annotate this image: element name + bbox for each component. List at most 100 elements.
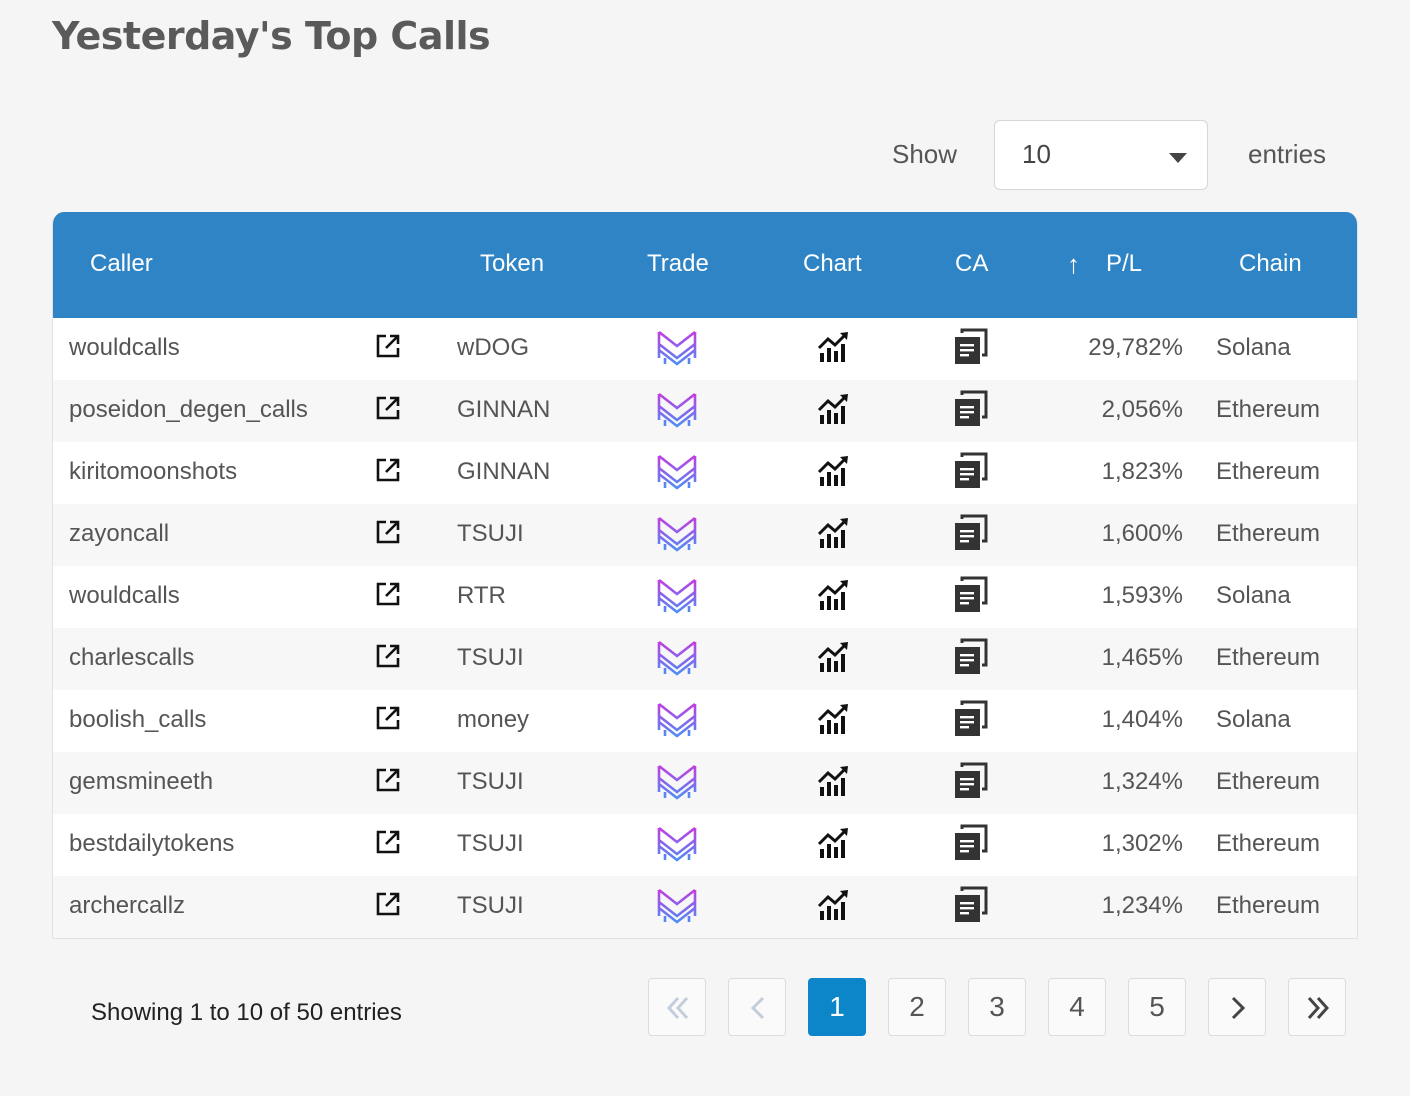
- previous-page-button[interactable]: [728, 978, 786, 1036]
- chain-name: Ethereum: [1216, 768, 1321, 795]
- caller-name[interactable]: archercallz: [69, 892, 186, 919]
- token-symbol: RTR: [457, 582, 506, 609]
- trade-logo-icon[interactable]: [657, 514, 697, 559]
- external-link-icon[interactable]: [375, 581, 401, 607]
- copy-icon[interactable]: [953, 514, 989, 559]
- external-link-icon[interactable]: [375, 891, 401, 917]
- caller-name[interactable]: wouldcalls: [69, 582, 180, 609]
- trade-logo-icon[interactable]: [657, 886, 697, 931]
- trade-logo-icon[interactable]: [657, 824, 697, 869]
- chart-trend-icon[interactable]: [817, 702, 851, 743]
- chart-trend-icon[interactable]: [817, 454, 851, 495]
- trade-logo-icon[interactable]: [657, 700, 697, 745]
- chain-name: Ethereum: [1216, 520, 1321, 547]
- chart-trend-icon[interactable]: [817, 640, 851, 681]
- copy-icon[interactable]: [953, 762, 989, 807]
- copy-icon[interactable]: [953, 824, 989, 869]
- next-page-button[interactable]: [1208, 978, 1266, 1036]
- double-chevron-left-icon: [666, 996, 689, 1020]
- external-link-icon[interactable]: [375, 643, 401, 669]
- table-header: Caller Token Trade Chart CA ↑ P/L Chain: [53, 212, 1357, 318]
- header-ca: CA: [955, 250, 989, 277]
- header-chart: Chart: [803, 250, 862, 277]
- chain-name: Solana: [1216, 334, 1291, 361]
- entries-select[interactable]: 10: [994, 120, 1208, 190]
- chart-trend-icon[interactable]: [817, 826, 851, 867]
- external-link-icon[interactable]: [375, 457, 401, 483]
- double-chevron-right-icon: [1307, 996, 1330, 1020]
- calls-table: Caller Token Trade Chart CA ↑ P/L Chain …: [52, 212, 1358, 939]
- last-page-button[interactable]: [1288, 978, 1346, 1036]
- table-row: poseidon_degen_calls GINNAN 2,0: [53, 380, 1357, 442]
- header-token[interactable]: Token: [480, 250, 545, 277]
- chain-name: Solana: [1216, 706, 1291, 733]
- caller-name[interactable]: poseidon_degen_calls: [69, 396, 308, 423]
- caller-name[interactable]: zayoncall: [69, 520, 170, 547]
- copy-icon[interactable]: [953, 638, 989, 683]
- copy-icon[interactable]: [953, 700, 989, 745]
- trade-logo-icon[interactable]: [657, 328, 697, 373]
- table-row: archercallz TSUJI 1,234% Et: [53, 876, 1357, 938]
- trade-logo-icon[interactable]: [657, 452, 697, 497]
- token-symbol: money: [457, 706, 530, 733]
- pl-value: 1,324%: [1101, 768, 1183, 795]
- token-symbol: GINNAN: [457, 396, 551, 423]
- chain-name: Ethereum: [1216, 458, 1321, 485]
- copy-icon[interactable]: [953, 328, 989, 373]
- trade-logo-icon[interactable]: [657, 390, 697, 435]
- page-4-button[interactable]: 4: [1048, 978, 1106, 1036]
- copy-icon[interactable]: [953, 886, 989, 931]
- page-5-button[interactable]: 5: [1128, 978, 1186, 1036]
- table-row: charlescalls TSUJI 1,465% E: [53, 628, 1357, 690]
- copy-icon[interactable]: [953, 452, 989, 497]
- entries-select-value: 10: [1022, 139, 1051, 169]
- arrow-up-icon[interactable]: ↑: [1067, 249, 1080, 279]
- external-link-icon[interactable]: [375, 705, 401, 731]
- chart-trend-icon[interactable]: [817, 392, 851, 433]
- external-link-icon[interactable]: [375, 519, 401, 545]
- external-link-icon[interactable]: [375, 829, 401, 855]
- caller-name[interactable]: wouldcalls: [69, 334, 180, 361]
- chart-trend-icon[interactable]: [817, 330, 851, 371]
- pl-value: 1,600%: [1101, 520, 1183, 547]
- trade-logo-icon[interactable]: [657, 762, 697, 807]
- page-3-button[interactable]: 3: [968, 978, 1026, 1036]
- caller-name[interactable]: bestdailytokens: [69, 830, 235, 857]
- chain-name: Ethereum: [1216, 892, 1321, 919]
- chart-trend-icon[interactable]: [817, 516, 851, 557]
- pl-value: 1,823%: [1101, 458, 1183, 485]
- copy-icon[interactable]: [953, 390, 989, 435]
- chart-trend-icon[interactable]: [817, 888, 851, 929]
- table-row: kiritomoonshots GINNAN 1,823%: [53, 442, 1357, 504]
- chain-name: Solana: [1216, 582, 1291, 609]
- trade-logo-icon[interactable]: [657, 638, 697, 683]
- pl-value: 1,404%: [1101, 706, 1183, 733]
- pl-value: 29,782%: [1088, 334, 1183, 361]
- header-trade: Trade: [647, 250, 709, 277]
- external-link-icon[interactable]: [375, 333, 401, 359]
- chart-trend-icon[interactable]: [817, 578, 851, 619]
- chevron-left-icon: [750, 996, 765, 1020]
- token-symbol: TSUJI: [457, 520, 524, 547]
- caller-name[interactable]: gemsmineeth: [69, 768, 214, 795]
- page-1-button[interactable]: 1: [808, 978, 866, 1036]
- trade-logo-icon[interactable]: [657, 576, 697, 621]
- caller-name[interactable]: boolish_calls: [69, 706, 207, 733]
- external-link-icon[interactable]: [375, 395, 401, 421]
- external-link-icon[interactable]: [375, 767, 401, 793]
- table-row: wouldcalls RTR 1,593% Solan: [53, 566, 1357, 628]
- pl-value: 1,234%: [1101, 892, 1183, 919]
- first-page-button[interactable]: [648, 978, 706, 1036]
- chain-name: Ethereum: [1216, 644, 1321, 671]
- chart-trend-icon[interactable]: [817, 764, 851, 805]
- caller-name[interactable]: charlescalls: [69, 644, 195, 671]
- header-pl[interactable]: P/L: [1106, 250, 1143, 277]
- header-caller[interactable]: Caller: [90, 250, 153, 277]
- header-chain[interactable]: Chain: [1239, 250, 1302, 277]
- copy-icon[interactable]: [953, 576, 989, 621]
- token-symbol: wDOG: [457, 334, 529, 361]
- pl-value: 1,302%: [1101, 830, 1183, 857]
- page-2-button[interactable]: 2: [888, 978, 946, 1036]
- token-symbol: TSUJI: [457, 830, 524, 857]
- caller-name[interactable]: kiritomoonshots: [69, 458, 238, 485]
